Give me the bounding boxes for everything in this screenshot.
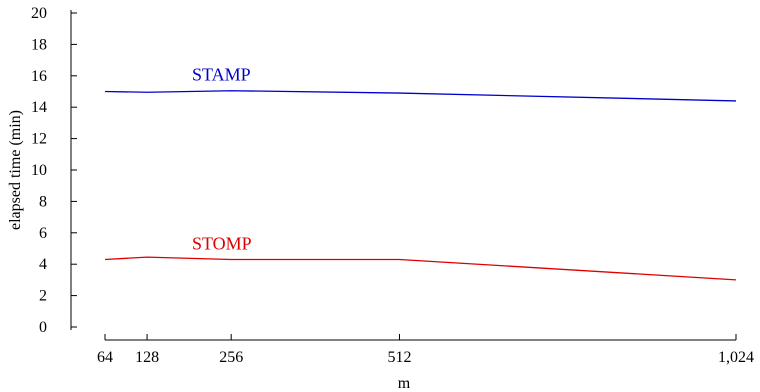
series-line-stomp [104, 256, 737, 281]
series-label-stamp: STAMP [192, 65, 251, 85]
y-tick-label: 6 [39, 225, 47, 242]
series-line-stamp [104, 90, 737, 102]
y-tick-label: 16 [31, 68, 47, 85]
y-tick-label: 2 [39, 288, 47, 305]
y-tick-label: 10 [31, 162, 47, 179]
x-ticks: 64 128 256 512 1,024 [97, 334, 754, 366]
x-axis: 64 128 256 512 1,024 [97, 334, 754, 366]
x-tick-label: 512 [387, 349, 411, 366]
y-tick-label: 4 [39, 256, 47, 273]
y-tick-label: 0 [39, 319, 47, 336]
y-tick-label: 8 [39, 193, 47, 210]
y-tick-label: 18 [31, 36, 47, 53]
x-tick-label: 256 [219, 349, 243, 366]
x-tick-label: 64 [97, 349, 113, 366]
y-axis: 0 2 4 6 8 10 12 14 16 18 20 [31, 5, 77, 336]
y-axis-title: elapsed time (min) [7, 110, 24, 230]
y-tick-label: 20 [31, 5, 47, 22]
x-axis-title: m [398, 375, 411, 392]
x-tick-label: 128 [135, 349, 159, 366]
series-layer: STAMP STOMP [104, 65, 737, 281]
y-tick-label: 14 [31, 99, 47, 116]
x-tick-label: 1,024 [718, 349, 754, 366]
y-ticks: 0 2 4 6 8 10 12 14 16 18 20 [31, 5, 77, 336]
y-tick-label: 12 [31, 131, 47, 148]
series-label-stomp: STOMP [192, 233, 252, 253]
